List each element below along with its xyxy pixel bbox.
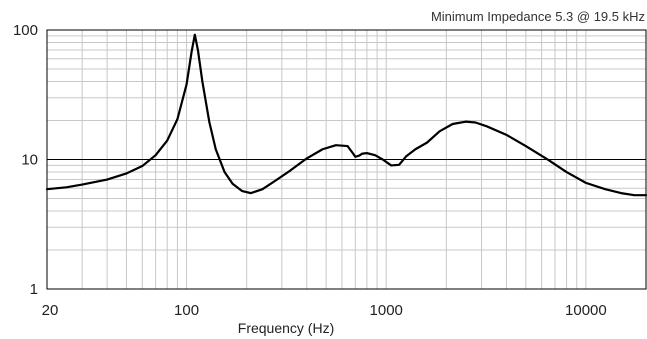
x-tick-label: 10000 bbox=[565, 302, 607, 319]
grid-lines bbox=[47, 30, 646, 289]
x-axis-label: Frequency (Hz) bbox=[238, 320, 334, 336]
x-tick-label: 20 bbox=[42, 302, 59, 319]
x-tick-label: 1000 bbox=[370, 302, 403, 319]
impedance-curve bbox=[45, 33, 647, 197]
y-tick-label: 100 bbox=[13, 22, 38, 39]
x-tick-label: 100 bbox=[174, 302, 199, 319]
y-tick-labels: 1 10 100 bbox=[13, 22, 38, 298]
plot-frame bbox=[46, 29, 647, 290]
y-tick-label: 10 bbox=[21, 152, 38, 169]
impedance-curve-group bbox=[45, 33, 647, 197]
min-impedance-note: Minimum Impedance 5.3 @ 19.5 kHz bbox=[431, 9, 645, 24]
x-tick-labels: 20 100 1000 10000 bbox=[42, 302, 607, 319]
y-tick-label: 1 bbox=[30, 281, 38, 298]
